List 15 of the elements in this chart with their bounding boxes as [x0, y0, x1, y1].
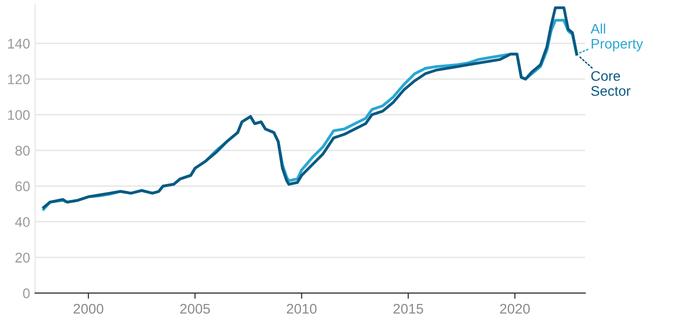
series-label: Core Sector: [591, 71, 630, 96]
y-tick-label: 100: [8, 110, 30, 120]
y-tick-label: 140: [8, 38, 30, 49]
x-tick-label: 2005: [180, 304, 210, 314]
x-tick-label: 2010: [286, 304, 317, 314]
y-tick-label: 60: [15, 181, 30, 192]
x-tick-label: 2015: [394, 304, 424, 314]
y-tick-label: 40: [15, 217, 30, 227]
y-tick-label: 80: [15, 146, 30, 156]
x-tick-label: 2000: [74, 304, 104, 314]
y-tick-label: 120: [8, 74, 30, 84]
series-label: All Property: [590, 23, 644, 52]
y-tick-label: 0: [23, 288, 30, 298]
x-tick-label: 2020: [500, 304, 530, 314]
y-tick-label: 20: [15, 252, 30, 263]
